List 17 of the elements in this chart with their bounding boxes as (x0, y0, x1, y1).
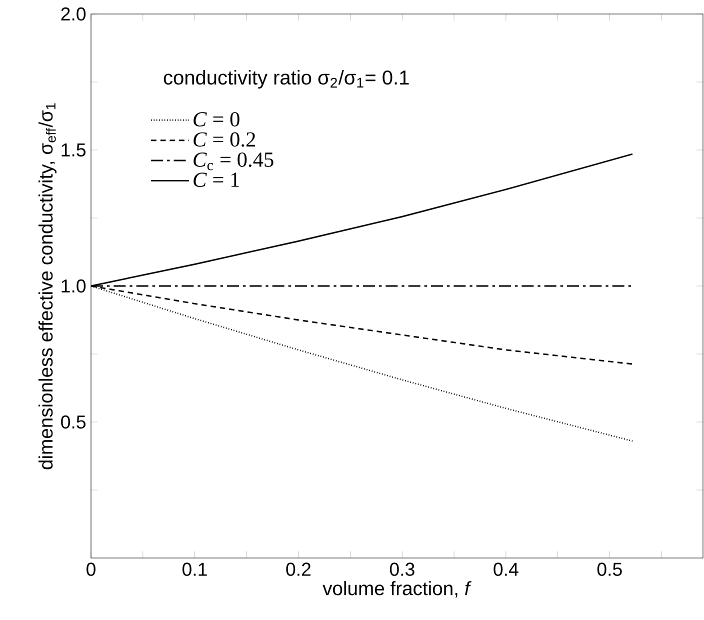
x-tick-label: 0.4 (494, 562, 518, 576)
annotation: conductivity ratio σ$_{2}$/σ$_{1}$= 0.1 (164, 70, 409, 89)
x-tick-label: 0.5 (597, 562, 622, 576)
y-tick-label: 1.5 (62, 143, 86, 157)
x-axis-title: volume fraction, f (322, 581, 472, 598)
y-tick-label: 1.0 (62, 279, 86, 293)
legend-label: C = 1 (194, 172, 239, 187)
legend-label: C$_{c}$ = 0.45 (194, 152, 274, 170)
y-tick-label: 0.5 (61, 415, 86, 429)
legend-label: C = 0.2 (194, 132, 256, 147)
legend-label: C = 0 (194, 112, 240, 126)
x-tick-label: 0.2 (286, 562, 310, 576)
x-tick-label: 0.1 (182, 562, 207, 576)
x-tick-label: 0 (86, 562, 96, 576)
y-axis-title: dimensionless effective conductivity, σ$_{eff}$/σ$_{1}$ (38, 103, 57, 470)
x-tick-label: 0.3 (390, 562, 414, 576)
y-tick-label: 2.0 (61, 7, 86, 21)
